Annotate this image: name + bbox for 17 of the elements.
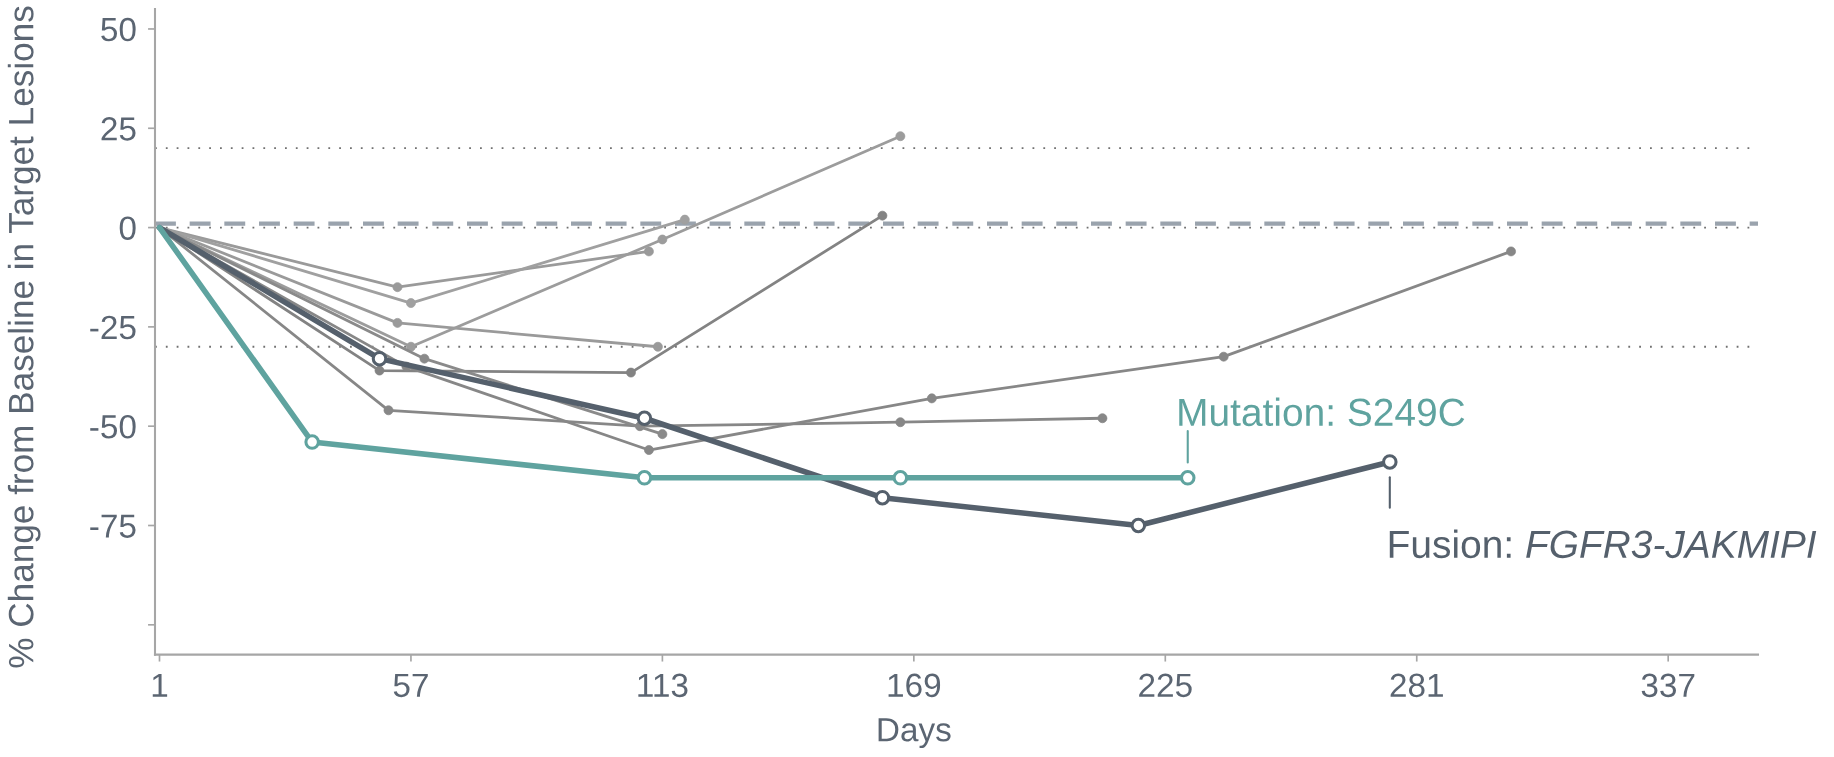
x-tick-label: 113 (638, 673, 688, 698)
y-tick-label: 50 (101, 17, 136, 42)
x-tick-label: 57 (393, 673, 428, 698)
y-tick-label: 0 (119, 216, 136, 240)
y-tick-label: -75 (90, 514, 136, 538)
x-axis-title: Days (878, 718, 951, 749)
y-axis-title: % Change from Baseline in Target Lesions (7, 6, 41, 668)
y-tick-label: 25 (101, 117, 136, 141)
x-tick-label: 337 (1641, 673, 1695, 698)
x-tick-label: 1 (152, 673, 168, 697)
x-tick-label: 169 (888, 673, 941, 698)
x-tick-label: 281 (1390, 673, 1443, 698)
legend-label: Fusion: FGFR3-JAKMIPI (1389, 529, 1817, 559)
y-tick-label: -50 (90, 414, 136, 439)
series-label: Mutation: S249C (1179, 397, 1465, 427)
x-tick-label: 225 (1139, 673, 1192, 698)
y-tick-label: -25 (90, 315, 136, 340)
